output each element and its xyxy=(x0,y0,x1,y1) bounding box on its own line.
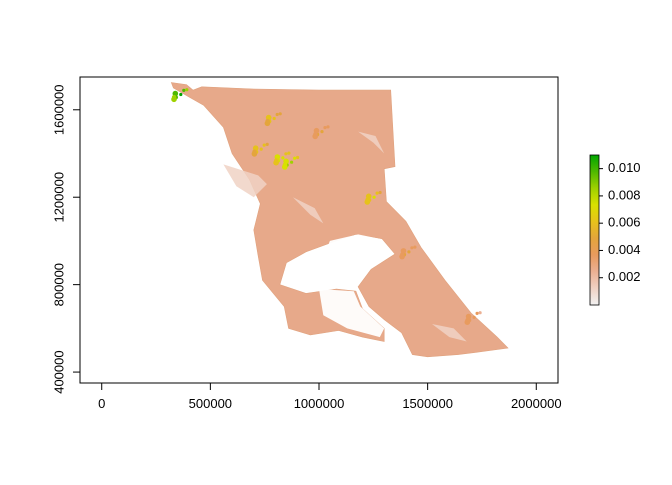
raster-cell xyxy=(293,156,297,160)
raster-cell xyxy=(410,246,414,250)
high-value-cluster xyxy=(399,245,417,260)
low-value-area xyxy=(223,164,267,198)
raster-cell xyxy=(296,155,300,160)
raster-cell xyxy=(326,125,330,129)
high-value-cluster xyxy=(464,311,482,326)
x-tick-label: 500000 xyxy=(189,396,232,411)
raster-cell xyxy=(475,311,479,315)
high-value-cluster xyxy=(264,112,282,127)
low-value-area xyxy=(358,131,385,154)
colorbar-tick-label: 0.002 xyxy=(608,269,641,284)
y-tick-label: 400000 xyxy=(51,350,66,393)
raster-cell xyxy=(290,160,294,164)
colorbar-tick-label: 0.006 xyxy=(608,215,641,230)
high-value-cluster xyxy=(364,190,382,205)
raster-cell xyxy=(273,159,279,166)
raster-cell xyxy=(472,315,476,319)
raster-cell xyxy=(259,147,263,151)
raster-cell xyxy=(171,96,177,103)
colorbar-tick-label: 0.008 xyxy=(608,187,641,202)
high-value-cluster xyxy=(251,142,269,157)
raster-cell xyxy=(464,319,471,326)
raster-layer xyxy=(170,82,509,358)
raster-cell xyxy=(185,88,189,92)
low-value-area xyxy=(292,197,324,224)
raster-cell xyxy=(282,164,288,170)
raster-cell xyxy=(275,112,279,117)
low-value-area xyxy=(432,324,467,342)
x-tick-label: 1500000 xyxy=(402,396,453,411)
raster-cell xyxy=(179,92,183,97)
x-axis: 0 500000 1000000 1500000 2000000 xyxy=(98,382,562,411)
raster-cell xyxy=(372,195,376,199)
raster-cell xyxy=(262,143,266,147)
raster-cell xyxy=(281,156,285,160)
y-tick-label: 800000 xyxy=(51,263,66,306)
x-tick-label: 1000000 xyxy=(294,396,345,411)
colorbar-bar xyxy=(589,154,600,306)
raster-cell xyxy=(378,190,382,195)
colorbar-tick-label: 0.010 xyxy=(608,160,641,175)
x-tick-label: 2000000 xyxy=(511,396,562,411)
raster-cell xyxy=(284,152,288,156)
raster-cell xyxy=(278,112,282,116)
raster-cell xyxy=(265,142,269,146)
colorbar-tick-label: 0.004 xyxy=(608,242,641,257)
raster-cell xyxy=(407,250,411,254)
raster-cell xyxy=(323,126,327,130)
y-tick-label: 1200000 xyxy=(51,172,66,223)
raster-cell xyxy=(182,88,186,92)
raster-cell xyxy=(399,253,405,260)
no-data-area xyxy=(319,289,385,338)
raster-cell xyxy=(413,245,417,249)
high-value-cluster xyxy=(273,151,291,166)
raster-cell xyxy=(364,199,371,205)
high-value-cluster xyxy=(282,155,300,170)
raster-cell xyxy=(272,116,276,121)
raster-cell xyxy=(320,130,324,134)
colorbar: 0.002 0.004 0.006 0.008 0.010 xyxy=(589,154,641,306)
no-data-area xyxy=(325,234,391,268)
y-tick-label: 1600000 xyxy=(51,84,66,135)
raster-cell xyxy=(478,311,482,315)
high-value-cluster xyxy=(312,125,330,140)
raster-cell xyxy=(264,120,271,127)
raster-cell xyxy=(287,151,291,155)
x-tick-label: 0 xyxy=(98,396,105,411)
high-value-cluster xyxy=(171,88,189,103)
y-axis: 400000 800000 1200000 1600000 xyxy=(51,84,81,394)
raster-cell xyxy=(312,133,319,140)
raster-cell xyxy=(375,191,379,195)
raster-cell xyxy=(251,151,258,157)
